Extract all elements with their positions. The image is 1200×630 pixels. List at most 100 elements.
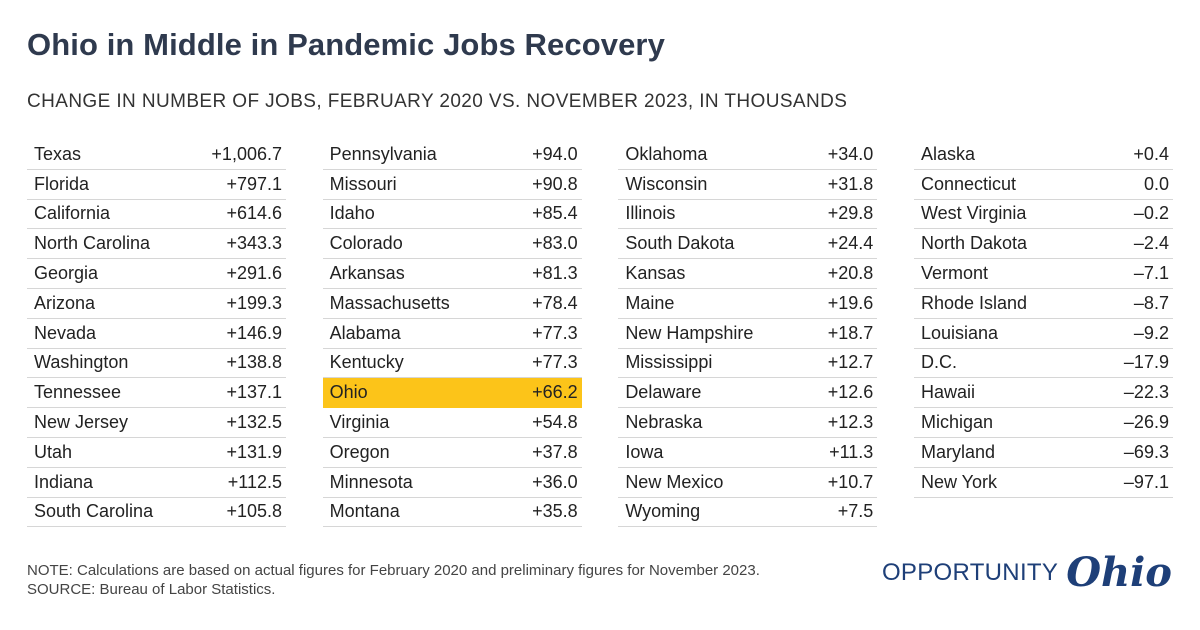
state-name: North Carolina <box>34 233 151 254</box>
job-change-value: +132.5 <box>226 412 282 433</box>
state-name: Missouri <box>329 173 397 194</box>
state-name: Kansas <box>625 263 686 284</box>
state-name: California <box>34 203 111 224</box>
table-row: Wyoming +7.5 <box>618 498 878 528</box>
state-name: D.C. <box>920 352 957 373</box>
table-row: Maryland –69.3 <box>913 438 1173 468</box>
job-change-value: +12.6 <box>827 382 874 403</box>
table-row: Indiana +112.5 <box>27 468 286 498</box>
table-row: Massachusetts +78.4 <box>322 289 582 319</box>
table-row: Nebraska +12.3 <box>618 408 878 438</box>
state-name: Georgia <box>34 263 99 284</box>
state-name: Virginia <box>329 412 390 433</box>
state-name: Nebraska <box>625 412 703 433</box>
table-row: Tennessee +137.1 <box>27 378 286 409</box>
table-row: Hawaii –22.3 <box>913 378 1173 409</box>
table-column: Alaska +0.4 Connecticut 0.0 West Virginia –0.… <box>913 140 1173 530</box>
state-name: South Carolina <box>34 501 154 522</box>
state-name: Oklahoma <box>625 143 708 164</box>
job-change-value: +18.7 <box>827 322 874 343</box>
state-name: Arizona <box>34 292 96 313</box>
logo-script: Ohio <box>1066 549 1172 596</box>
job-change-value: +11.3 <box>829 441 874 462</box>
job-change-value: +19.6 <box>827 292 874 313</box>
state-name: New Jersey <box>34 412 129 433</box>
table-row: Pennsylvania +94.0 <box>322 140 582 170</box>
job-change-value: –22.3 <box>1123 382 1169 403</box>
table-row: Connecticut 0.0 <box>913 170 1173 200</box>
table-row: Michigan –26.9 <box>913 408 1173 438</box>
job-change-value: +85.4 <box>532 203 578 224</box>
table-row: New York –97.1 <box>913 468 1173 498</box>
state-name: Indiana <box>34 471 94 492</box>
state-name: Connecticut <box>920 173 1017 194</box>
table-row: Oklahoma +34.0 <box>618 140 878 170</box>
job-change-value: +12.7 <box>827 352 874 373</box>
job-change-value: –0.2 <box>1133 203 1169 224</box>
job-change-value: –26.9 <box>1123 412 1169 433</box>
table-row: Washington +138.8 <box>27 349 286 379</box>
state-name: Vermont <box>920 263 989 284</box>
table-row: Vermont –7.1 <box>913 259 1173 289</box>
state-name: Maryland <box>920 441 995 462</box>
job-change-value: +77.3 <box>532 322 578 343</box>
table-row: Florida +797.1 <box>27 170 286 200</box>
state-name: Mississippi <box>625 352 713 373</box>
table-column: Texas +1,006.7 Florida +797.1 California +614… <box>27 140 286 530</box>
job-change-value: +138.8 <box>226 352 282 373</box>
table-row: Minnesota +36.0 <box>322 468 582 498</box>
state-name: Kentucky <box>329 352 404 373</box>
table-row: Mississippi +12.7 <box>618 349 878 379</box>
job-change-value: +0.4 <box>1133 143 1169 164</box>
state-name: Utah <box>34 441 73 462</box>
state-name: New Mexico <box>625 471 724 492</box>
state-name: Wisconsin <box>625 173 708 194</box>
table-row: North Dakota –2.4 <box>913 229 1173 260</box>
state-name: Pennsylvania <box>329 143 437 164</box>
job-change-value: +83.0 <box>532 233 578 254</box>
table-row: New Jersey +132.5 <box>27 408 286 438</box>
page-title: Ohio in Middle in Pandemic Jobs Recovery <box>27 27 665 62</box>
state-name: West Virginia <box>920 203 1027 224</box>
table-row: Utah +131.9 <box>27 438 286 468</box>
job-change-value: +77.3 <box>532 352 578 373</box>
table-column: Pennsylvania +94.0 Missouri +90.8 Idaho +85.4… <box>322 140 582 530</box>
table-row: Idaho +85.4 <box>322 200 582 230</box>
job-change-value: +12.3 <box>827 412 874 433</box>
state-name: Colorado <box>329 233 403 254</box>
state-name: New Hampshire <box>625 322 754 343</box>
state-name: Oregon <box>329 441 390 462</box>
table-row: New Mexico +10.7 <box>618 468 878 498</box>
opportunity-ohio-logo: OPPORTUNITY Ohio <box>882 553 1172 593</box>
table-row: South Dakota +24.4 <box>618 229 878 260</box>
table-row: Delaware +12.6 <box>618 378 878 409</box>
table-row: Alabama +77.3 <box>322 319 582 349</box>
job-change-value: +1,006.7 <box>211 143 282 164</box>
job-change-value: –8.7 <box>1133 292 1169 313</box>
job-change-value: –17.9 <box>1123 352 1169 373</box>
state-name: Florida <box>34 173 90 194</box>
jobs-table: Texas +1,006.7 Florida +797.1 California +614… <box>27 140 1173 530</box>
table-row: Louisiana –9.2 <box>913 319 1173 349</box>
state-name: Michigan <box>920 412 994 433</box>
table-row: Missouri +90.8 <box>322 170 582 200</box>
job-change-value: +112.5 <box>227 471 282 492</box>
state-name: Hawaii <box>920 382 975 403</box>
table-row: Illinois +29.8 <box>618 200 878 230</box>
job-change-value: +20.8 <box>827 263 874 284</box>
table-row: D.C. –17.9 <box>913 349 1173 379</box>
job-change-value: +29.8 <box>827 203 874 224</box>
table-row: Kansas +20.8 <box>618 259 878 289</box>
job-change-value: +105.8 <box>226 501 282 522</box>
job-change-value: +35.8 <box>532 501 578 522</box>
state-name: North Dakota <box>920 233 1028 254</box>
table-row: Iowa +11.3 <box>618 438 878 468</box>
source-text: SOURCE: Bureau of Labor Statistics. <box>27 581 276 598</box>
table-row: South Carolina +105.8 <box>27 498 286 528</box>
state-name: Montana <box>329 501 400 522</box>
table-row: Wisconsin +31.8 <box>618 170 878 200</box>
table-row: California +614.6 <box>27 200 286 230</box>
state-name: Wyoming <box>625 501 701 522</box>
job-change-value: –9.2 <box>1133 322 1169 343</box>
table-row: New Hampshire +18.7 <box>618 319 878 349</box>
